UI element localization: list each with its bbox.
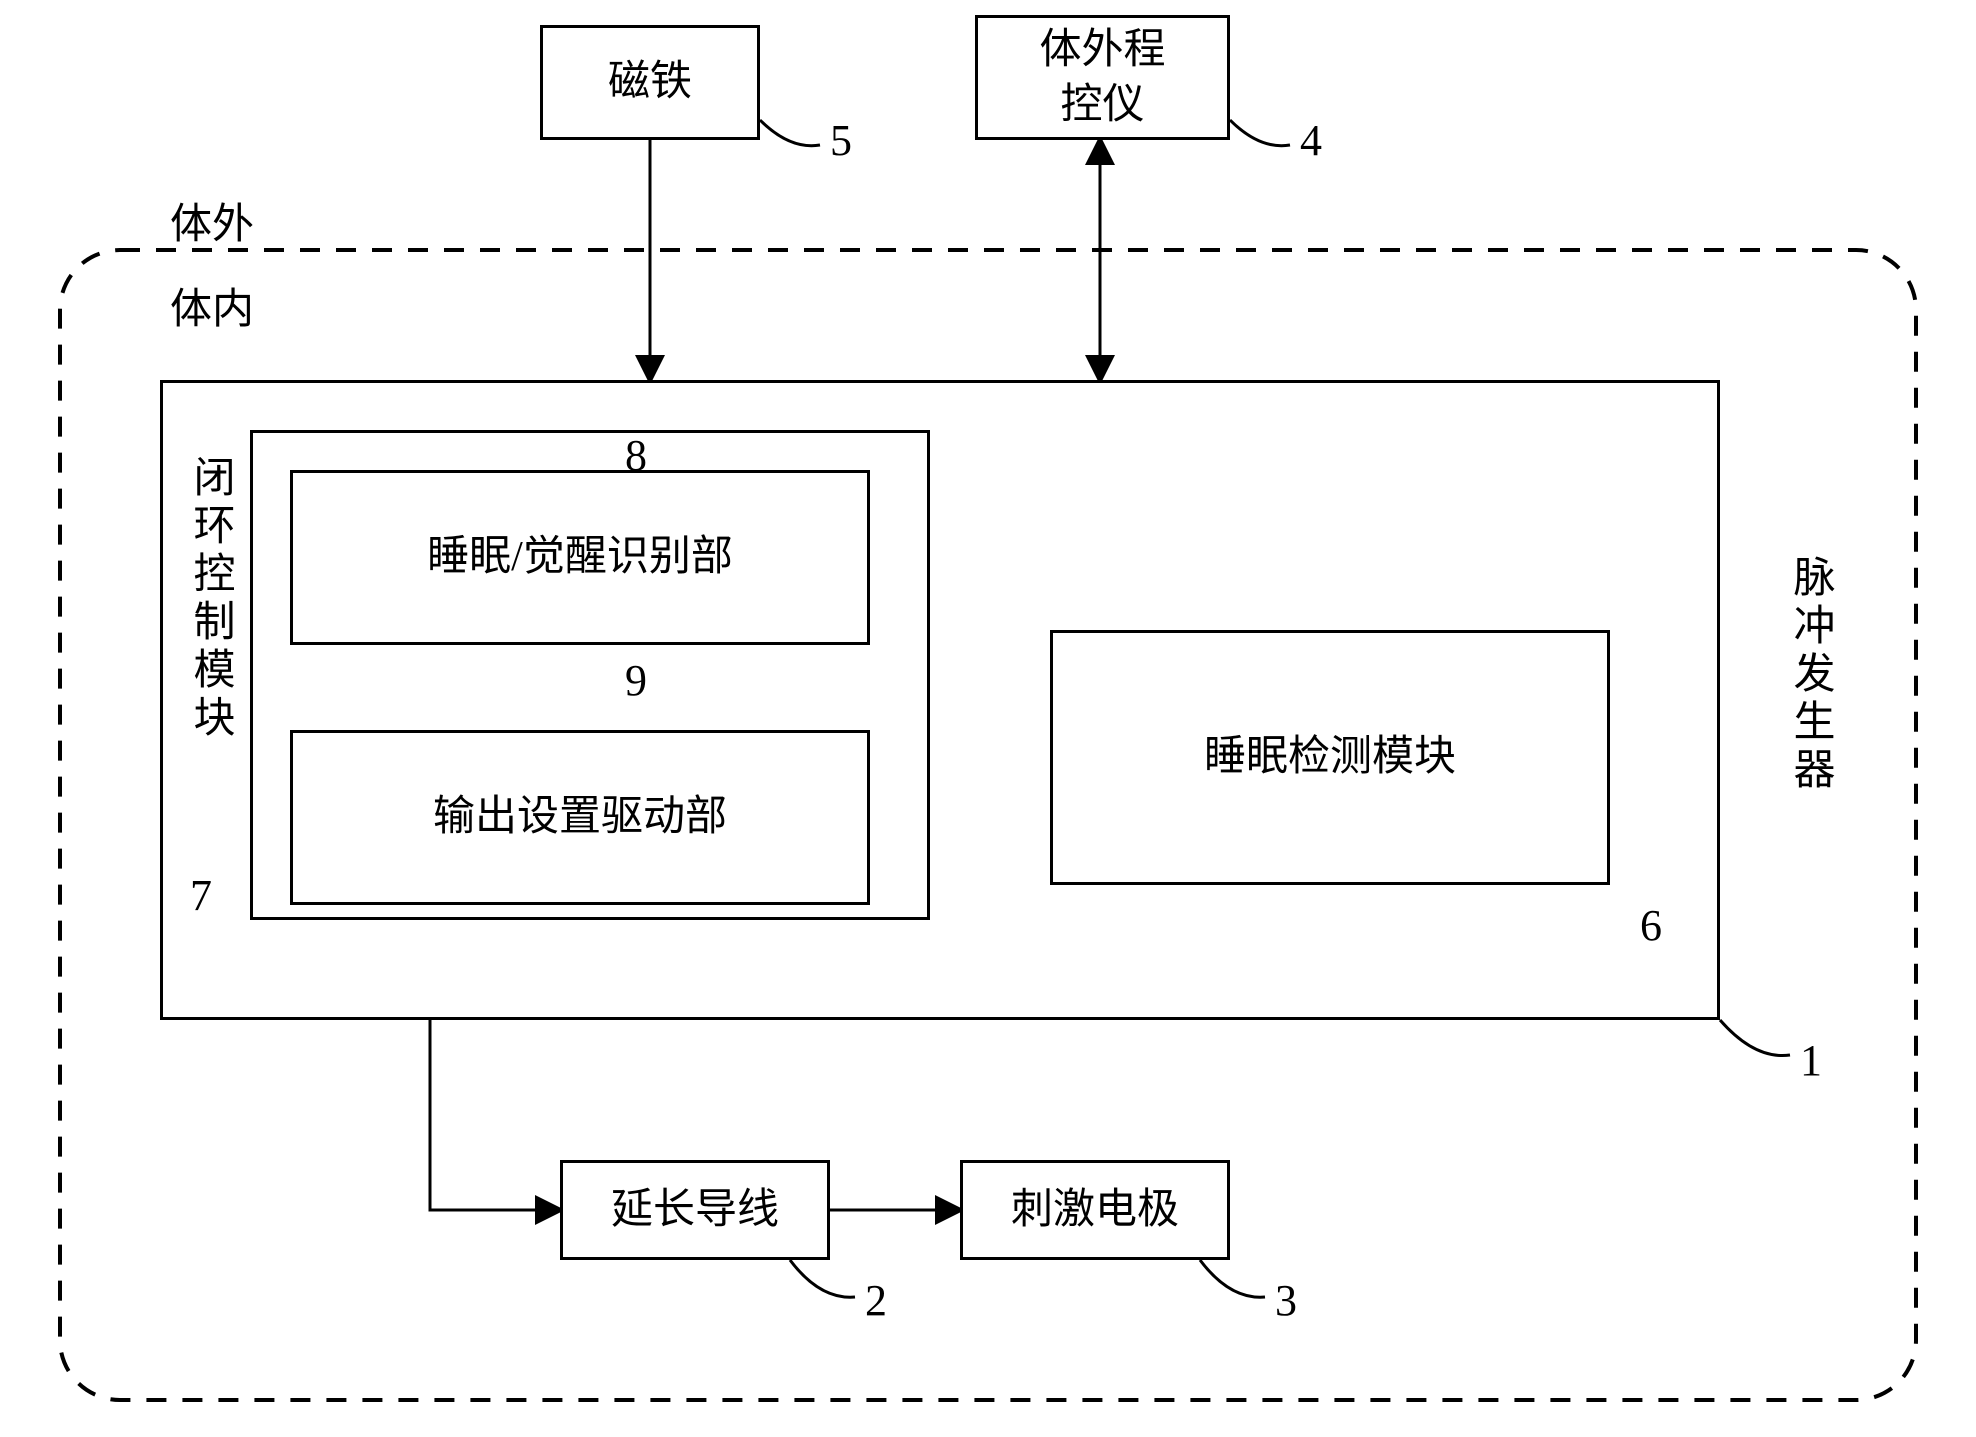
box-external-controller: 体外程 控仪 [975, 15, 1230, 140]
diagram-canvas: 体外 体内 磁铁 5 体外程 控仪 4 脉冲发生器 1 闭环控制模块 7 睡眠/… [0, 0, 1976, 1437]
box-magnet: 磁铁 [540, 25, 760, 140]
box-extension-wire: 延长导线 [560, 1160, 830, 1260]
leader-5 [760, 120, 820, 146]
num-1: 1 [1800, 1035, 1822, 1086]
num-8: 8 [625, 430, 647, 481]
leader-3 [1200, 1260, 1265, 1297]
leader-4 [1230, 120, 1290, 146]
leader-2 [790, 1260, 855, 1297]
num-9: 9 [625, 655, 647, 706]
box-stimulation-electrode: 刺激电极 [960, 1160, 1230, 1260]
num-2: 2 [865, 1275, 887, 1326]
num-6: 6 [1640, 900, 1662, 951]
box-sleep-detection: 睡眠检测模块 [1050, 630, 1610, 885]
label-closed-loop: 闭环控制模块 [180, 455, 241, 743]
num-4: 4 [1300, 115, 1322, 166]
num-5: 5 [830, 115, 852, 166]
num-3: 3 [1275, 1275, 1297, 1326]
label-outside: 体外 [170, 190, 254, 251]
box-output-driver: 输出设置驱动部 [290, 730, 870, 905]
leader-1 [1720, 1020, 1790, 1056]
box-sleep-wake-recognition: 睡眠/觉醒识别部 [290, 470, 870, 645]
num-7: 7 [190, 870, 212, 921]
label-pulse-generator: 脉冲发生器 [1780, 555, 1841, 795]
label-inside: 体内 [170, 275, 254, 336]
